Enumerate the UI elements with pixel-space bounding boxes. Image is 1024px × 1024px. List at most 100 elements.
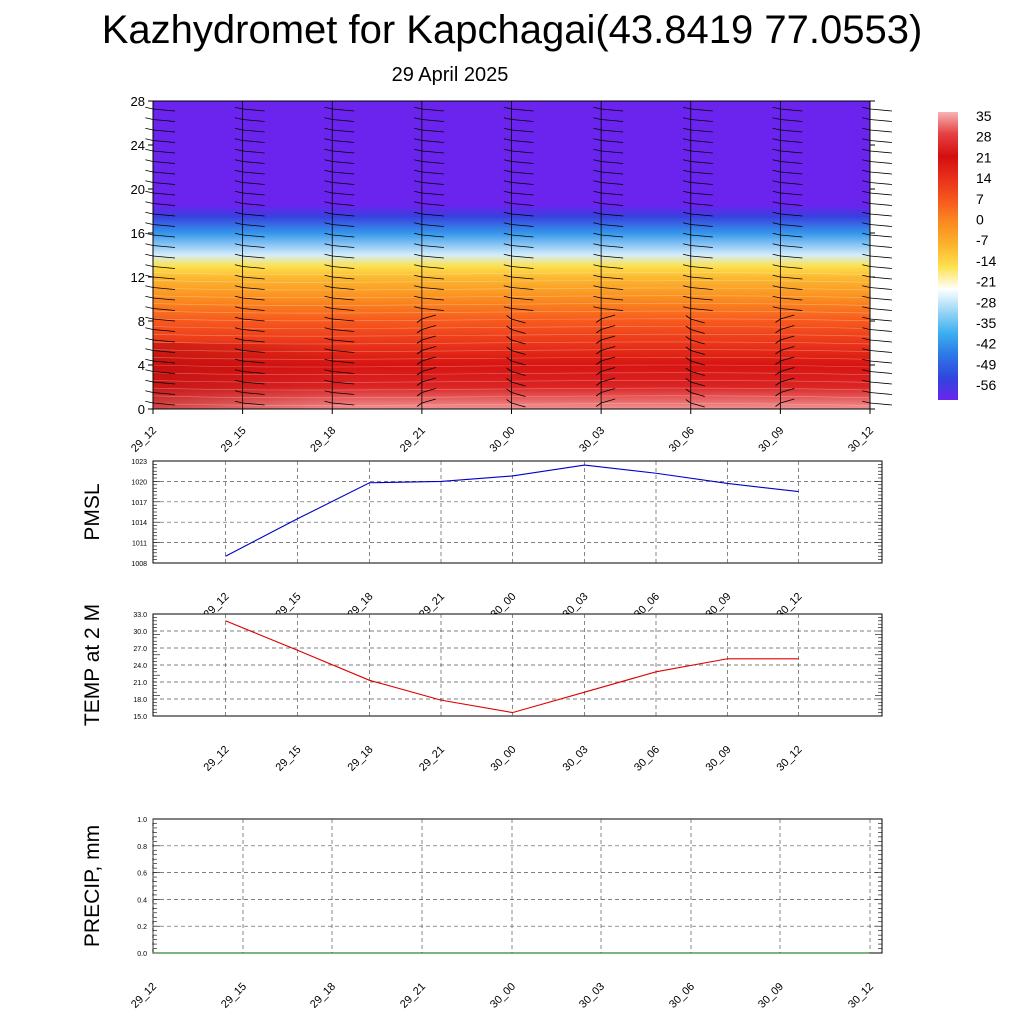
barb bbox=[780, 150, 803, 154]
barb bbox=[862, 348, 871, 351]
barb bbox=[682, 274, 691, 278]
barb bbox=[421, 108, 444, 112]
barb bbox=[332, 203, 355, 206]
x-tick-label: 30_03 bbox=[577, 425, 607, 455]
barb bbox=[772, 190, 781, 194]
barb bbox=[780, 213, 803, 217]
barb bbox=[862, 159, 871, 162]
barb bbox=[869, 255, 893, 259]
barb bbox=[685, 315, 691, 320]
barb bbox=[152, 171, 176, 175]
contour-line bbox=[152, 395, 871, 399]
barb bbox=[152, 350, 176, 353]
temp-panel: 15.0 18.0 21.0 24.0 27.0 30.0 33.0 29_12 29_15 29… bbox=[81, 604, 883, 774]
y-tick-label: 16 bbox=[131, 226, 145, 241]
barb bbox=[416, 318, 423, 323]
barb bbox=[862, 222, 871, 225]
barb bbox=[601, 192, 624, 196]
barb bbox=[421, 308, 444, 311]
barb bbox=[234, 201, 243, 204]
barb bbox=[503, 211, 512, 215]
y-tick-label: 0.6 bbox=[137, 871, 147, 878]
barb bbox=[685, 346, 691, 351]
barb bbox=[780, 276, 803, 280]
barb bbox=[682, 201, 691, 204]
barb bbox=[601, 203, 624, 206]
barb bbox=[595, 329, 602, 334]
barb bbox=[421, 161, 444, 164]
y-tick-label: 1020 bbox=[131, 479, 147, 486]
barb bbox=[869, 161, 893, 164]
barb bbox=[421, 287, 444, 290]
barb bbox=[332, 276, 355, 280]
barb bbox=[242, 255, 265, 259]
barb bbox=[511, 245, 534, 248]
barb bbox=[242, 192, 265, 196]
barb bbox=[601, 255, 624, 259]
barb bbox=[324, 232, 333, 236]
barb bbox=[242, 350, 265, 353]
barb bbox=[332, 350, 355, 353]
y-axis-label: PRECIP, mm bbox=[81, 825, 104, 947]
barb bbox=[421, 346, 436, 351]
barb bbox=[152, 402, 176, 406]
contour-line bbox=[152, 364, 871, 368]
y-tick-label: 8 bbox=[138, 314, 145, 329]
y-tick-label: 1008 bbox=[131, 561, 147, 568]
barb bbox=[511, 171, 534, 175]
barb bbox=[682, 148, 691, 152]
barb bbox=[503, 253, 512, 257]
barb bbox=[242, 171, 265, 175]
barb bbox=[511, 203, 534, 206]
barb bbox=[145, 148, 154, 152]
barb bbox=[862, 285, 871, 288]
contour-line bbox=[152, 272, 871, 275]
barb bbox=[416, 402, 423, 407]
barb bbox=[414, 211, 422, 215]
barb bbox=[152, 276, 176, 280]
barb bbox=[242, 245, 265, 248]
barb bbox=[152, 203, 176, 206]
barb bbox=[780, 314, 795, 320]
x-tick-label: 30_00 bbox=[488, 981, 518, 1011]
barb bbox=[772, 211, 781, 215]
barb bbox=[772, 295, 781, 299]
contour-line bbox=[152, 380, 871, 383]
barb bbox=[601, 356, 616, 362]
barb bbox=[152, 108, 176, 112]
barb bbox=[511, 392, 526, 397]
barb bbox=[780, 377, 795, 383]
barb bbox=[324, 264, 333, 267]
barb bbox=[145, 264, 154, 267]
barb bbox=[862, 316, 871, 320]
barb bbox=[595, 371, 602, 376]
barb bbox=[869, 171, 893, 175]
barb bbox=[775, 402, 781, 407]
barb bbox=[690, 108, 713, 112]
x-tick-label: 29_12 bbox=[129, 981, 159, 1011]
barb bbox=[324, 222, 333, 225]
barb bbox=[421, 234, 444, 238]
barb bbox=[152, 234, 176, 238]
barb bbox=[152, 339, 176, 343]
barb bbox=[690, 119, 713, 122]
barb bbox=[593, 253, 602, 257]
barb bbox=[511, 213, 534, 217]
barb bbox=[242, 129, 265, 133]
barb bbox=[690, 339, 705, 345]
colorbar-label: 28 bbox=[976, 129, 992, 145]
barb bbox=[780, 388, 795, 393]
barb bbox=[416, 350, 423, 355]
barb bbox=[414, 222, 422, 225]
barb bbox=[601, 213, 624, 217]
barb bbox=[780, 182, 803, 185]
barb bbox=[414, 180, 422, 183]
contour-line bbox=[152, 403, 871, 406]
barb bbox=[234, 159, 243, 162]
barb bbox=[234, 400, 243, 404]
barb bbox=[242, 161, 265, 164]
barb bbox=[775, 381, 781, 386]
barb bbox=[242, 371, 265, 374]
barb bbox=[414, 306, 422, 309]
barb bbox=[414, 148, 422, 152]
